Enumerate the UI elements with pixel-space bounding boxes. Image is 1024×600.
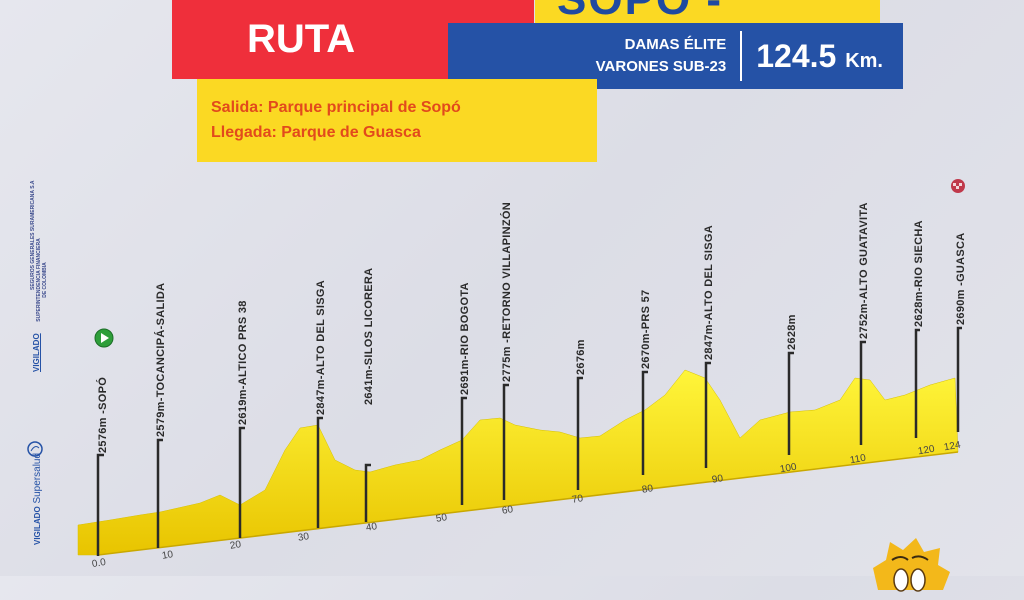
waypoint-label: 2847m-ALTO DEL SISGA bbox=[315, 280, 327, 415]
waypoint-label: 2691m-RIO BOGOTA bbox=[459, 282, 471, 395]
waypoint-label: 2628m bbox=[786, 314, 798, 350]
waypoint-label: 2775m -RETORNO VILLAPINZÓN bbox=[501, 202, 513, 382]
waypoint-label: 2619m-ALTICO PRS 38 bbox=[237, 300, 249, 425]
finish-location: Llegada: Parque de Guasca bbox=[211, 124, 421, 141]
categories: DAMAS ÉLITE VARONES SUB-23 bbox=[596, 34, 741, 78]
supersalud-icon bbox=[27, 441, 43, 457]
waypoint-label: 2847m-ALTO DEL SISGA bbox=[703, 225, 715, 360]
km-tick: 70 bbox=[571, 493, 584, 506]
route-title: SOPÓ - GUASCA bbox=[535, 0, 880, 26]
km-tick: 30 bbox=[297, 531, 310, 544]
waypoint-label: 2576m -SOPÓ bbox=[97, 376, 109, 453]
km-tick: 60 bbox=[501, 504, 514, 517]
waypoint-label: 2628m-RIO SIECHA bbox=[913, 220, 925, 327]
profile-area bbox=[77, 369, 959, 556]
waypoint-label: 2690m -GUASCA bbox=[955, 232, 967, 325]
divider bbox=[740, 31, 743, 81]
mascot-sun-icon bbox=[873, 538, 950, 592]
km-tick: 20 bbox=[229, 539, 242, 552]
category-distance-panel: DAMAS ÉLITE VARONES SUB-23 124.5 Km. bbox=[448, 23, 903, 89]
waypoint-label: 2641m-SILOS LICORERA bbox=[363, 267, 375, 405]
waypoint-label: 2670m-PRS 57 bbox=[640, 289, 652, 369]
elevation-profile-chart bbox=[77, 179, 965, 556]
km-tick: 90 bbox=[711, 473, 724, 486]
km-tick: 50 bbox=[435, 512, 448, 525]
km-tick: 10 bbox=[161, 549, 174, 562]
km-tick: 80 bbox=[641, 483, 654, 496]
waypoint-label: 2676m bbox=[575, 339, 587, 375]
start-location: Salida: Parque principal de Sopó bbox=[211, 99, 461, 116]
waypoint-label: 2579m-TOCANCIPÁ-SALIDA bbox=[155, 282, 167, 437]
start-finish-panel: Salida: Parque principal de Sopó Llegada… bbox=[197, 79, 597, 162]
distance: 124.5 Km. bbox=[756, 37, 883, 74]
waypoint-poles bbox=[96, 326, 962, 556]
category-varones: VARONES SUB-23 bbox=[595, 58, 727, 75]
km-tick: 40 bbox=[365, 521, 378, 534]
category-damas: DAMAS ÉLITE bbox=[624, 36, 727, 53]
waypoint-label: 2752m-ALTO GUATAVITA bbox=[858, 202, 870, 339]
